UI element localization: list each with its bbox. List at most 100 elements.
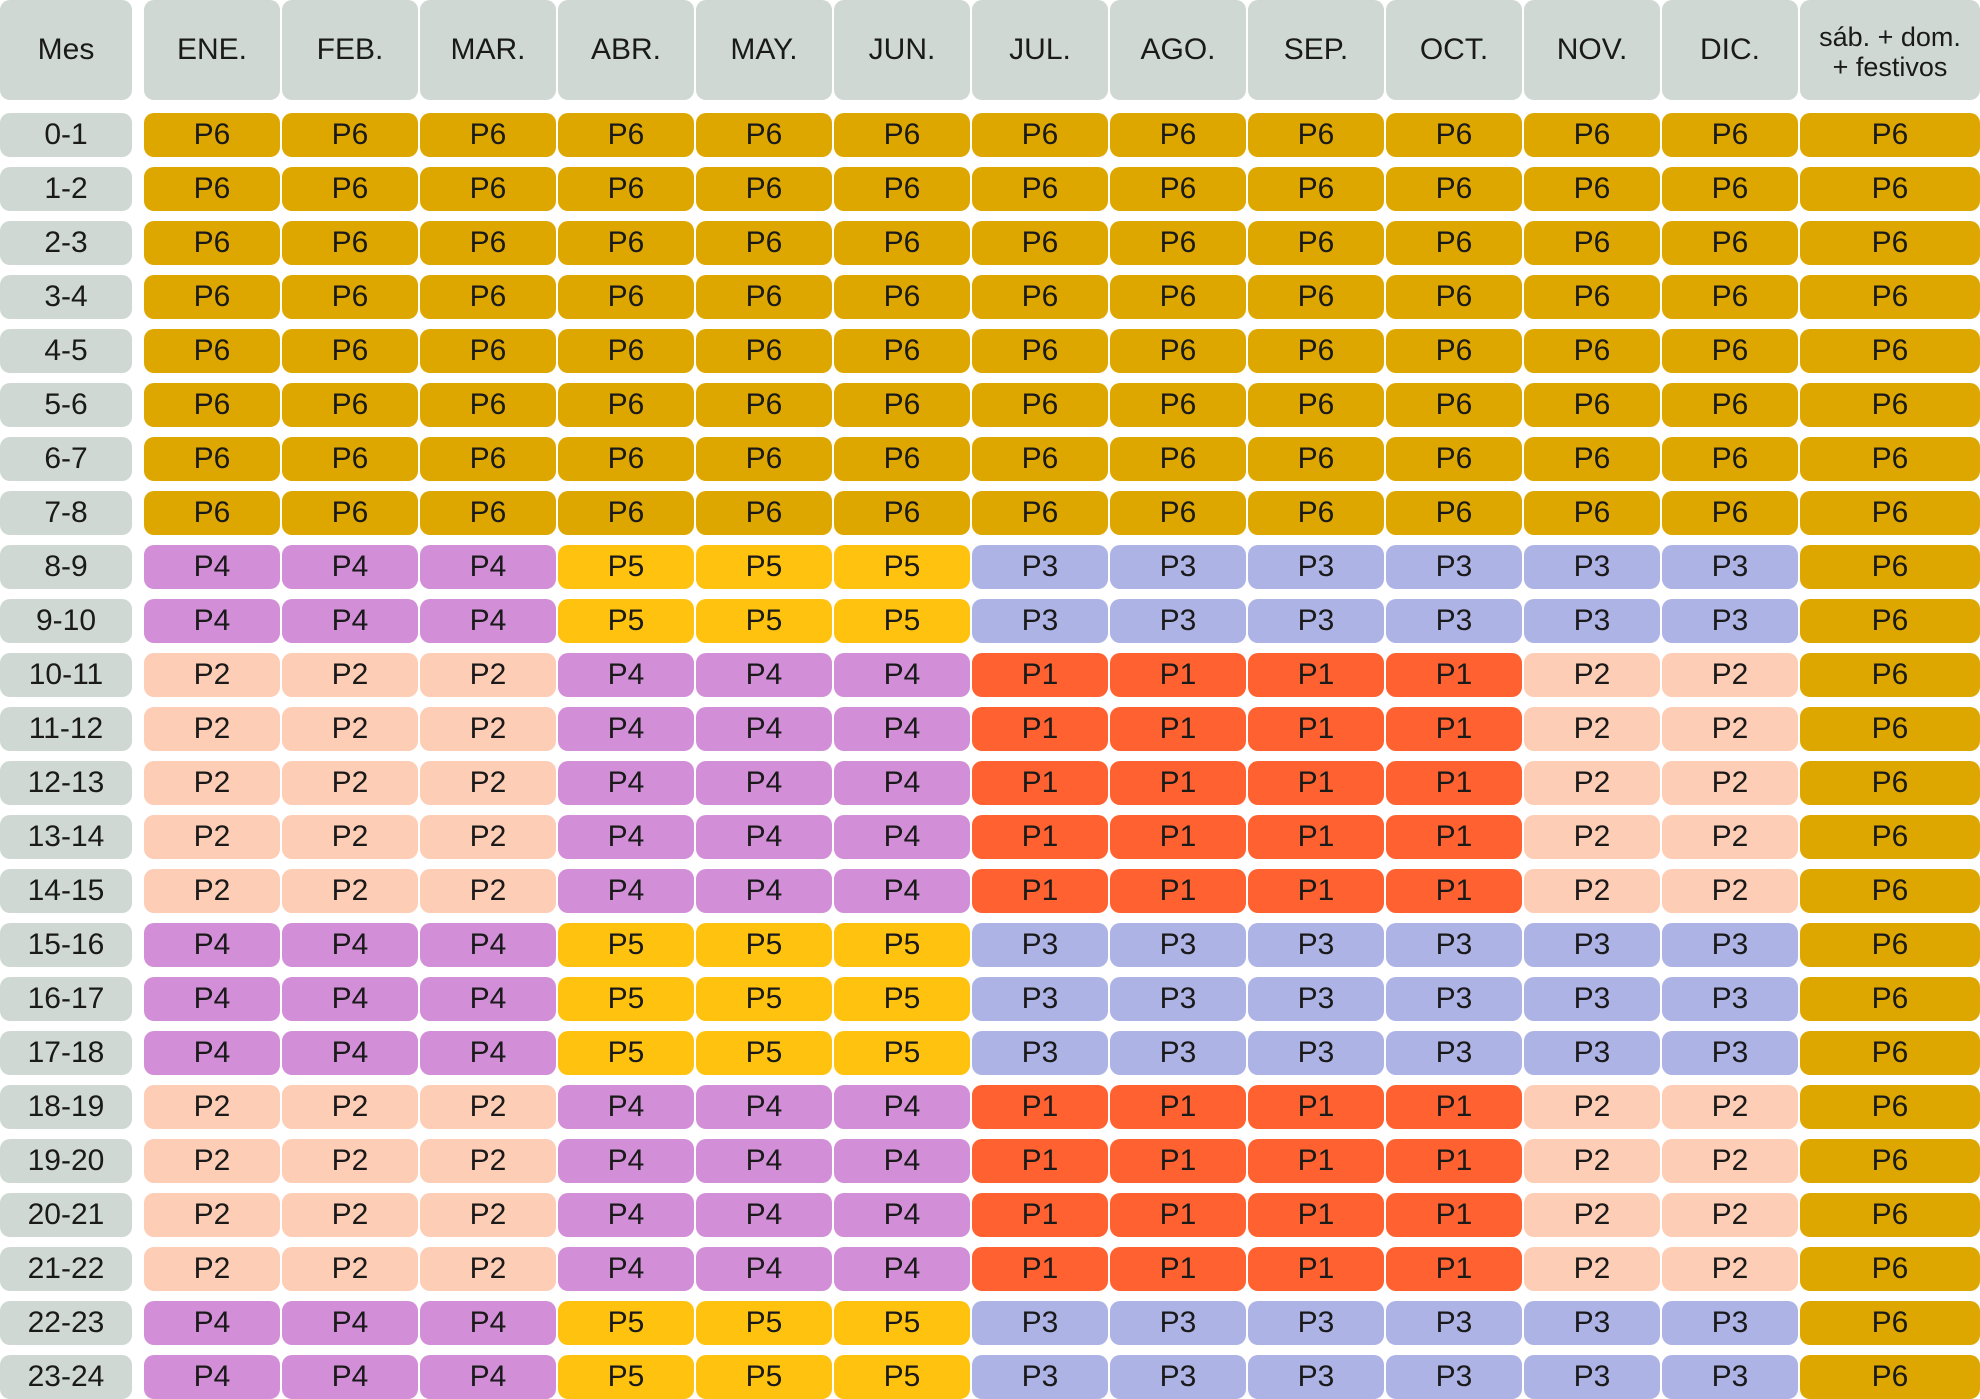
period-cell: P6 bbox=[1800, 1031, 1980, 1075]
period-cell: P5 bbox=[834, 977, 970, 1021]
period-cell: P6 bbox=[420, 113, 556, 157]
period-cell: P2 bbox=[1524, 1193, 1660, 1237]
period-cell: P5 bbox=[558, 599, 694, 643]
period-cell: P4 bbox=[696, 1139, 832, 1183]
period-cell: P2 bbox=[282, 653, 418, 697]
period-cell: P5 bbox=[696, 1301, 832, 1345]
period-cell: P6 bbox=[282, 329, 418, 373]
period-cell: P1 bbox=[1248, 653, 1384, 697]
period-cell: P3 bbox=[972, 1301, 1108, 1345]
period-cell: P3 bbox=[972, 977, 1108, 1021]
period-cell: P5 bbox=[558, 923, 694, 967]
period-cell: P6 bbox=[696, 275, 832, 319]
period-cell: P6 bbox=[282, 383, 418, 427]
period-cell: P1 bbox=[972, 1247, 1108, 1291]
period-cell: P3 bbox=[1524, 923, 1660, 967]
period-cell: P3 bbox=[1662, 1031, 1798, 1075]
period-cell: P4 bbox=[558, 869, 694, 913]
period-cell: P3 bbox=[1110, 977, 1246, 1021]
row-label: 2-3 bbox=[0, 221, 132, 265]
period-cell: P3 bbox=[1386, 1355, 1522, 1399]
period-cell: P5 bbox=[558, 1301, 694, 1345]
period-cell: P2 bbox=[1662, 1247, 1798, 1291]
period-cell: P4 bbox=[282, 545, 418, 589]
period-cell: P1 bbox=[1386, 707, 1522, 751]
period-cell: P3 bbox=[1110, 1301, 1246, 1345]
period-cell: P1 bbox=[1110, 1139, 1246, 1183]
period-cell: P6 bbox=[1800, 113, 1980, 157]
period-cell: P6 bbox=[1800, 1193, 1980, 1237]
period-cell: P1 bbox=[1386, 869, 1522, 913]
period-cell: P6 bbox=[696, 113, 832, 157]
period-cell: P4 bbox=[558, 707, 694, 751]
period-cell: P4 bbox=[558, 1085, 694, 1129]
period-cell: P6 bbox=[1800, 1355, 1980, 1399]
period-cell: P6 bbox=[1524, 383, 1660, 427]
period-cell: P1 bbox=[1386, 653, 1522, 697]
period-cell: P4 bbox=[144, 545, 280, 589]
period-cell: P2 bbox=[1524, 815, 1660, 859]
period-cell: P5 bbox=[696, 545, 832, 589]
period-cell: P1 bbox=[1248, 869, 1384, 913]
period-cell: P6 bbox=[1800, 707, 1980, 751]
row-label: 19-20 bbox=[0, 1139, 132, 1183]
period-cell: P3 bbox=[1524, 977, 1660, 1021]
period-cell: P6 bbox=[1800, 167, 1980, 211]
period-cell: P3 bbox=[1386, 923, 1522, 967]
period-cell: P3 bbox=[1662, 599, 1798, 643]
period-cell: P1 bbox=[1110, 815, 1246, 859]
period-cell: P4 bbox=[558, 815, 694, 859]
period-cell: P6 bbox=[972, 221, 1108, 265]
period-cell: P6 bbox=[420, 383, 556, 427]
period-cell: P4 bbox=[558, 1139, 694, 1183]
period-cell: P6 bbox=[282, 167, 418, 211]
period-cell: P3 bbox=[1386, 977, 1522, 1021]
period-cell: P4 bbox=[420, 923, 556, 967]
period-cell: P4 bbox=[144, 977, 280, 1021]
column-header: SEP. bbox=[1248, 0, 1384, 100]
period-cell: P1 bbox=[972, 761, 1108, 805]
period-cell: P2 bbox=[420, 1247, 556, 1291]
period-cell: P6 bbox=[1110, 221, 1246, 265]
period-cell: P6 bbox=[834, 275, 970, 319]
period-cell: P2 bbox=[1524, 1247, 1660, 1291]
period-cell: P3 bbox=[1524, 1031, 1660, 1075]
period-cell: P3 bbox=[1386, 599, 1522, 643]
period-cell: P6 bbox=[420, 221, 556, 265]
period-cell: P6 bbox=[144, 491, 280, 535]
period-cell: P4 bbox=[696, 1085, 832, 1129]
period-cell: P1 bbox=[1110, 869, 1246, 913]
period-cell: P2 bbox=[144, 761, 280, 805]
period-cell: P1 bbox=[972, 869, 1108, 913]
period-cell: P6 bbox=[1524, 113, 1660, 157]
row-label: 20-21 bbox=[0, 1193, 132, 1237]
period-cell: P2 bbox=[420, 707, 556, 751]
period-cell: P2 bbox=[1524, 1139, 1660, 1183]
period-cell: P6 bbox=[558, 167, 694, 211]
period-cell: P6 bbox=[834, 383, 970, 427]
row-label: 12-13 bbox=[0, 761, 132, 805]
period-cell: P2 bbox=[420, 761, 556, 805]
period-cell: P6 bbox=[834, 113, 970, 157]
period-cell: P4 bbox=[282, 977, 418, 1021]
period-cell: P1 bbox=[1248, 815, 1384, 859]
period-cell: P2 bbox=[144, 707, 280, 751]
period-cell: P6 bbox=[972, 167, 1108, 211]
period-cell: P2 bbox=[282, 1085, 418, 1129]
period-cell: P5 bbox=[834, 1301, 970, 1345]
period-cell: P6 bbox=[1800, 1139, 1980, 1183]
column-header: sáb. + dom. + festivos bbox=[1800, 0, 1980, 100]
period-cell: P3 bbox=[972, 1355, 1108, 1399]
period-cell: P4 bbox=[834, 707, 970, 751]
period-cell: P6 bbox=[1524, 275, 1660, 319]
period-cell: P4 bbox=[144, 1301, 280, 1345]
period-cell: P1 bbox=[1248, 1139, 1384, 1183]
period-cell: P6 bbox=[1800, 815, 1980, 859]
period-cell: P2 bbox=[282, 1193, 418, 1237]
period-cell: P5 bbox=[558, 1031, 694, 1075]
period-cell: P1 bbox=[1386, 761, 1522, 805]
period-cell: P6 bbox=[1386, 491, 1522, 535]
period-cell: P3 bbox=[1386, 545, 1522, 589]
row-label: 23-24 bbox=[0, 1355, 132, 1399]
period-cell: P6 bbox=[1110, 437, 1246, 481]
